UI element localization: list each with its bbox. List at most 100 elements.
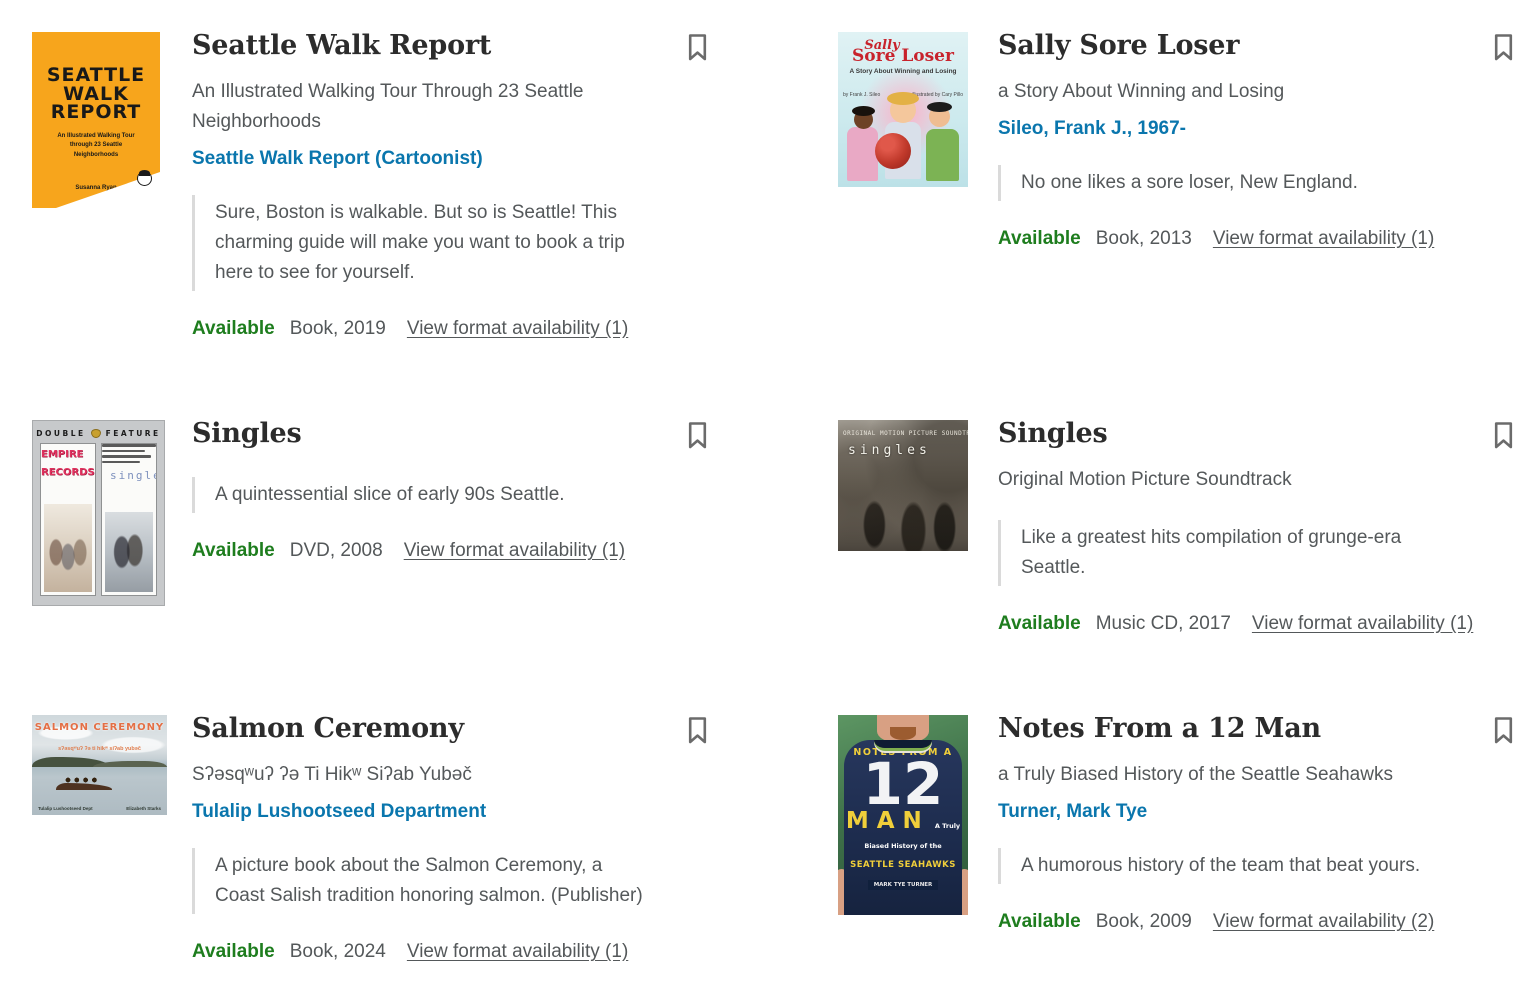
view-format-availability-link[interactable]: View format availability (2) <box>1212 911 1435 933</box>
availability-status: Available <box>998 228 1081 250</box>
item-annotation: Sure, Boston is walkable. But so is Seat… <box>192 195 644 292</box>
cover-column: Sally Sore Loser A Story About Winning a… <box>838 30 998 250</box>
cover-photo-area <box>105 512 153 593</box>
cover-column: ORIGINAL MOTION PICTURE SOUNDTRACK: DELU… <box>838 418 998 635</box>
view-format-availability-link[interactable]: View format availability (1) <box>406 318 629 340</box>
cover-jersey-collar <box>874 740 932 752</box>
item-details: Singles Original Motion Picture Soundtra… <box>998 418 1516 635</box>
cover-art-subtitle: An Illustrated Walking Tour through 23 S… <box>57 132 135 159</box>
availability-row: Available Book, 2009 View format availab… <box>998 911 1516 933</box>
availability-status: Available <box>192 318 275 340</box>
item-subtitle: Original Motion Picture Soundtrack <box>998 469 1292 491</box>
format-year: Music CD, 2017 <box>1095 613 1231 635</box>
cover-art-title: singles <box>110 469 156 483</box>
item-subtitle: Sʔəsqʷuʔ ʔə Ti Hikʷ Siʔab Yubəč <box>192 764 472 786</box>
item-annotation: No one likes a sore loser, New England. <box>998 165 1450 202</box>
cover-art-title: singles <box>848 443 931 459</box>
bookmark-icon <box>1494 422 1513 449</box>
cover-figure-arm <box>838 869 848 916</box>
catalog-item-sally-sore-loser: Sally Sore Loser A Story About Winning a… <box>838 30 1516 250</box>
bookmark-button[interactable] <box>687 422 708 452</box>
author-link[interactable]: Tulalip Lushootseed Department <box>192 801 487 823</box>
cover-author-credit: MARK TYE TURNER <box>867 880 939 891</box>
item-subtitle: a Truly Biased History of the Seattle Se… <box>998 764 1393 786</box>
item-title[interactable]: Notes From a 12 Man <box>998 713 1321 745</box>
item-title[interactable]: Singles <box>192 418 302 450</box>
format-year: DVD, 2008 <box>289 540 383 562</box>
availability-row: Available Book, 2013 View format availab… <box>998 228 1516 250</box>
view-format-availability-link[interactable]: View format availability (1) <box>1212 228 1435 250</box>
item-title[interactable]: Seattle Walk Report <box>192 30 492 61</box>
cover-figure-head <box>852 106 875 129</box>
availability-row: Available DVD, 2008 View format availabi… <box>192 540 710 562</box>
author-link[interactable]: Seattle Walk Report (Cartoonist) <box>192 148 483 170</box>
catalog-item-singles-dvd: DOUBLE FEATURE EMPIRE RECORDS singles <box>32 418 710 607</box>
wb-shield-icon <box>90 429 101 439</box>
bookmark-icon <box>1494 717 1513 744</box>
cover-art-subtitle: sʔəsqʷuʔ ʔə ti hikʷ siʔab yubəč <box>58 746 141 753</box>
cover-image-link[interactable]: DOUBLE FEATURE EMPIRE RECORDS singles <box>32 420 165 607</box>
availability-row: Available Music CD, 2017 View format ava… <box>998 613 1516 635</box>
cover-credits: Tulalip Lushootseed Dept Elizabeth Stark… <box>38 806 161 812</box>
item-title[interactable]: Sally Sore Loser <box>998 30 1240 61</box>
item-details: Seattle Walk Report An Illustrated Walki… <box>192 30 710 340</box>
cover-treeline-shape <box>32 757 111 768</box>
author-link[interactable]: Turner, Mark Tye <box>998 801 1148 823</box>
format-year: Book, 2009 <box>1095 911 1192 933</box>
cover-top-line: ORIGINAL MOTION PICTURE SOUNDTRACK: DELU… <box>843 430 968 438</box>
item-title[interactable]: Singles <box>998 418 1108 450</box>
cover-author-credit: by Frank J. Sileo <box>843 92 881 98</box>
cover-column: DOUBLE FEATURE EMPIRE RECORDS singles <box>32 418 192 607</box>
bookmark-icon <box>688 34 707 61</box>
availability-row: Available Book, 2019 View format availab… <box>192 318 710 340</box>
cover-art-number: 12 <box>862 750 944 819</box>
cover-art-title: SALMON CEREMONY <box>34 722 165 734</box>
cover-art-title-line: NOTES FROM A <box>853 747 953 759</box>
cover-jersey-shape: NOTES FROM A 12 MAN A Truly Biased Histo… <box>844 740 962 916</box>
format-year: Book, 2019 <box>289 318 386 340</box>
cover-double-feature-banner: DOUBLE FEATURE <box>36 429 161 439</box>
cover-image-link[interactable]: SALMON CEREMONY sʔəsqʷuʔ ʔə ti hikʷ siʔa… <box>32 715 167 816</box>
cover-red-ball-shape <box>875 133 911 169</box>
view-format-availability-link[interactable]: View format availability (1) <box>1251 613 1474 635</box>
cover-column: SEATTLE WALK REPORT An Illustrated Walki… <box>32 30 192 340</box>
bookmark-button[interactable] <box>1493 717 1514 747</box>
cover-canoe-shape <box>56 783 112 791</box>
cover-figure-arm <box>958 869 968 916</box>
cover-figure-head <box>927 102 952 127</box>
bookmark-button[interactable] <box>687 34 708 64</box>
availability-status: Available <box>998 613 1081 635</box>
cover-column: NOTES FROM A 12 MAN A Truly Biased Histo… <box>838 713 998 933</box>
catalog-item-singles-soundtrack: ORIGINAL MOTION PICTURE SOUNDTRACK: DELU… <box>838 418 1516 635</box>
author-link[interactable]: Sileo, Frank J., 1967- <box>998 118 1186 140</box>
cover-illustrator-credit: illustrated by Cary Pillo <box>912 92 963 98</box>
catalog-item-salmon-ceremony: SALMON CEREMONY sʔəsqʷuʔ ʔə ti hikʷ siʔa… <box>32 713 710 963</box>
cover-panel-empire-records: EMPIRE RECORDS <box>40 443 96 597</box>
cover-figure-girl-left <box>847 127 878 181</box>
cover-image-link[interactable]: NOTES FROM A 12 MAN A Truly Biased Histo… <box>838 715 968 916</box>
cover-figure-goatee <box>890 727 916 741</box>
cover-art-title-top: Sally <box>864 38 900 53</box>
cover-paddlers-shape <box>64 777 104 784</box>
view-format-availability-link[interactable]: View format availability (1) <box>406 941 629 963</box>
cover-figure-boy-right <box>926 129 959 181</box>
bookmark-button[interactable] <box>1493 34 1514 64</box>
format-year: Book, 2024 <box>289 941 386 963</box>
bookmark-button[interactable] <box>687 717 708 747</box>
cover-art-subtitle: A Truly Biased History of the <box>864 822 961 851</box>
cover-column: SALMON CEREMONY sʔəsqʷuʔ ʔə ti hikʷ siʔa… <box>32 713 192 963</box>
bookmark-button[interactable] <box>1493 422 1514 452</box>
item-title[interactable]: Salmon Ceremony <box>192 713 464 745</box>
availability-row: Available Book, 2024 View format availab… <box>192 941 710 963</box>
cover-photo-area <box>44 504 92 593</box>
item-annotation: A quintessential slice of early 90s Seat… <box>192 477 644 514</box>
cover-art-subtitle: A Story About Winning and Losing <box>849 68 957 75</box>
cover-image-link[interactable]: Sally Sore Loser A Story About Winning a… <box>838 32 968 187</box>
cover-art-title: EMPIRE RECORDS <box>41 449 95 479</box>
cover-image-link[interactable]: SEATTLE WALK REPORT An Illustrated Walki… <box>32 32 160 208</box>
item-annotation: A picture book about the Salmon Ceremony… <box>192 848 644 915</box>
view-format-availability-link[interactable]: View format availability (1) <box>403 540 626 562</box>
cover-image-link[interactable]: ORIGINAL MOTION PICTURE SOUNDTRACK: DELU… <box>838 420 968 552</box>
cover-shoreline-shape <box>92 761 167 768</box>
